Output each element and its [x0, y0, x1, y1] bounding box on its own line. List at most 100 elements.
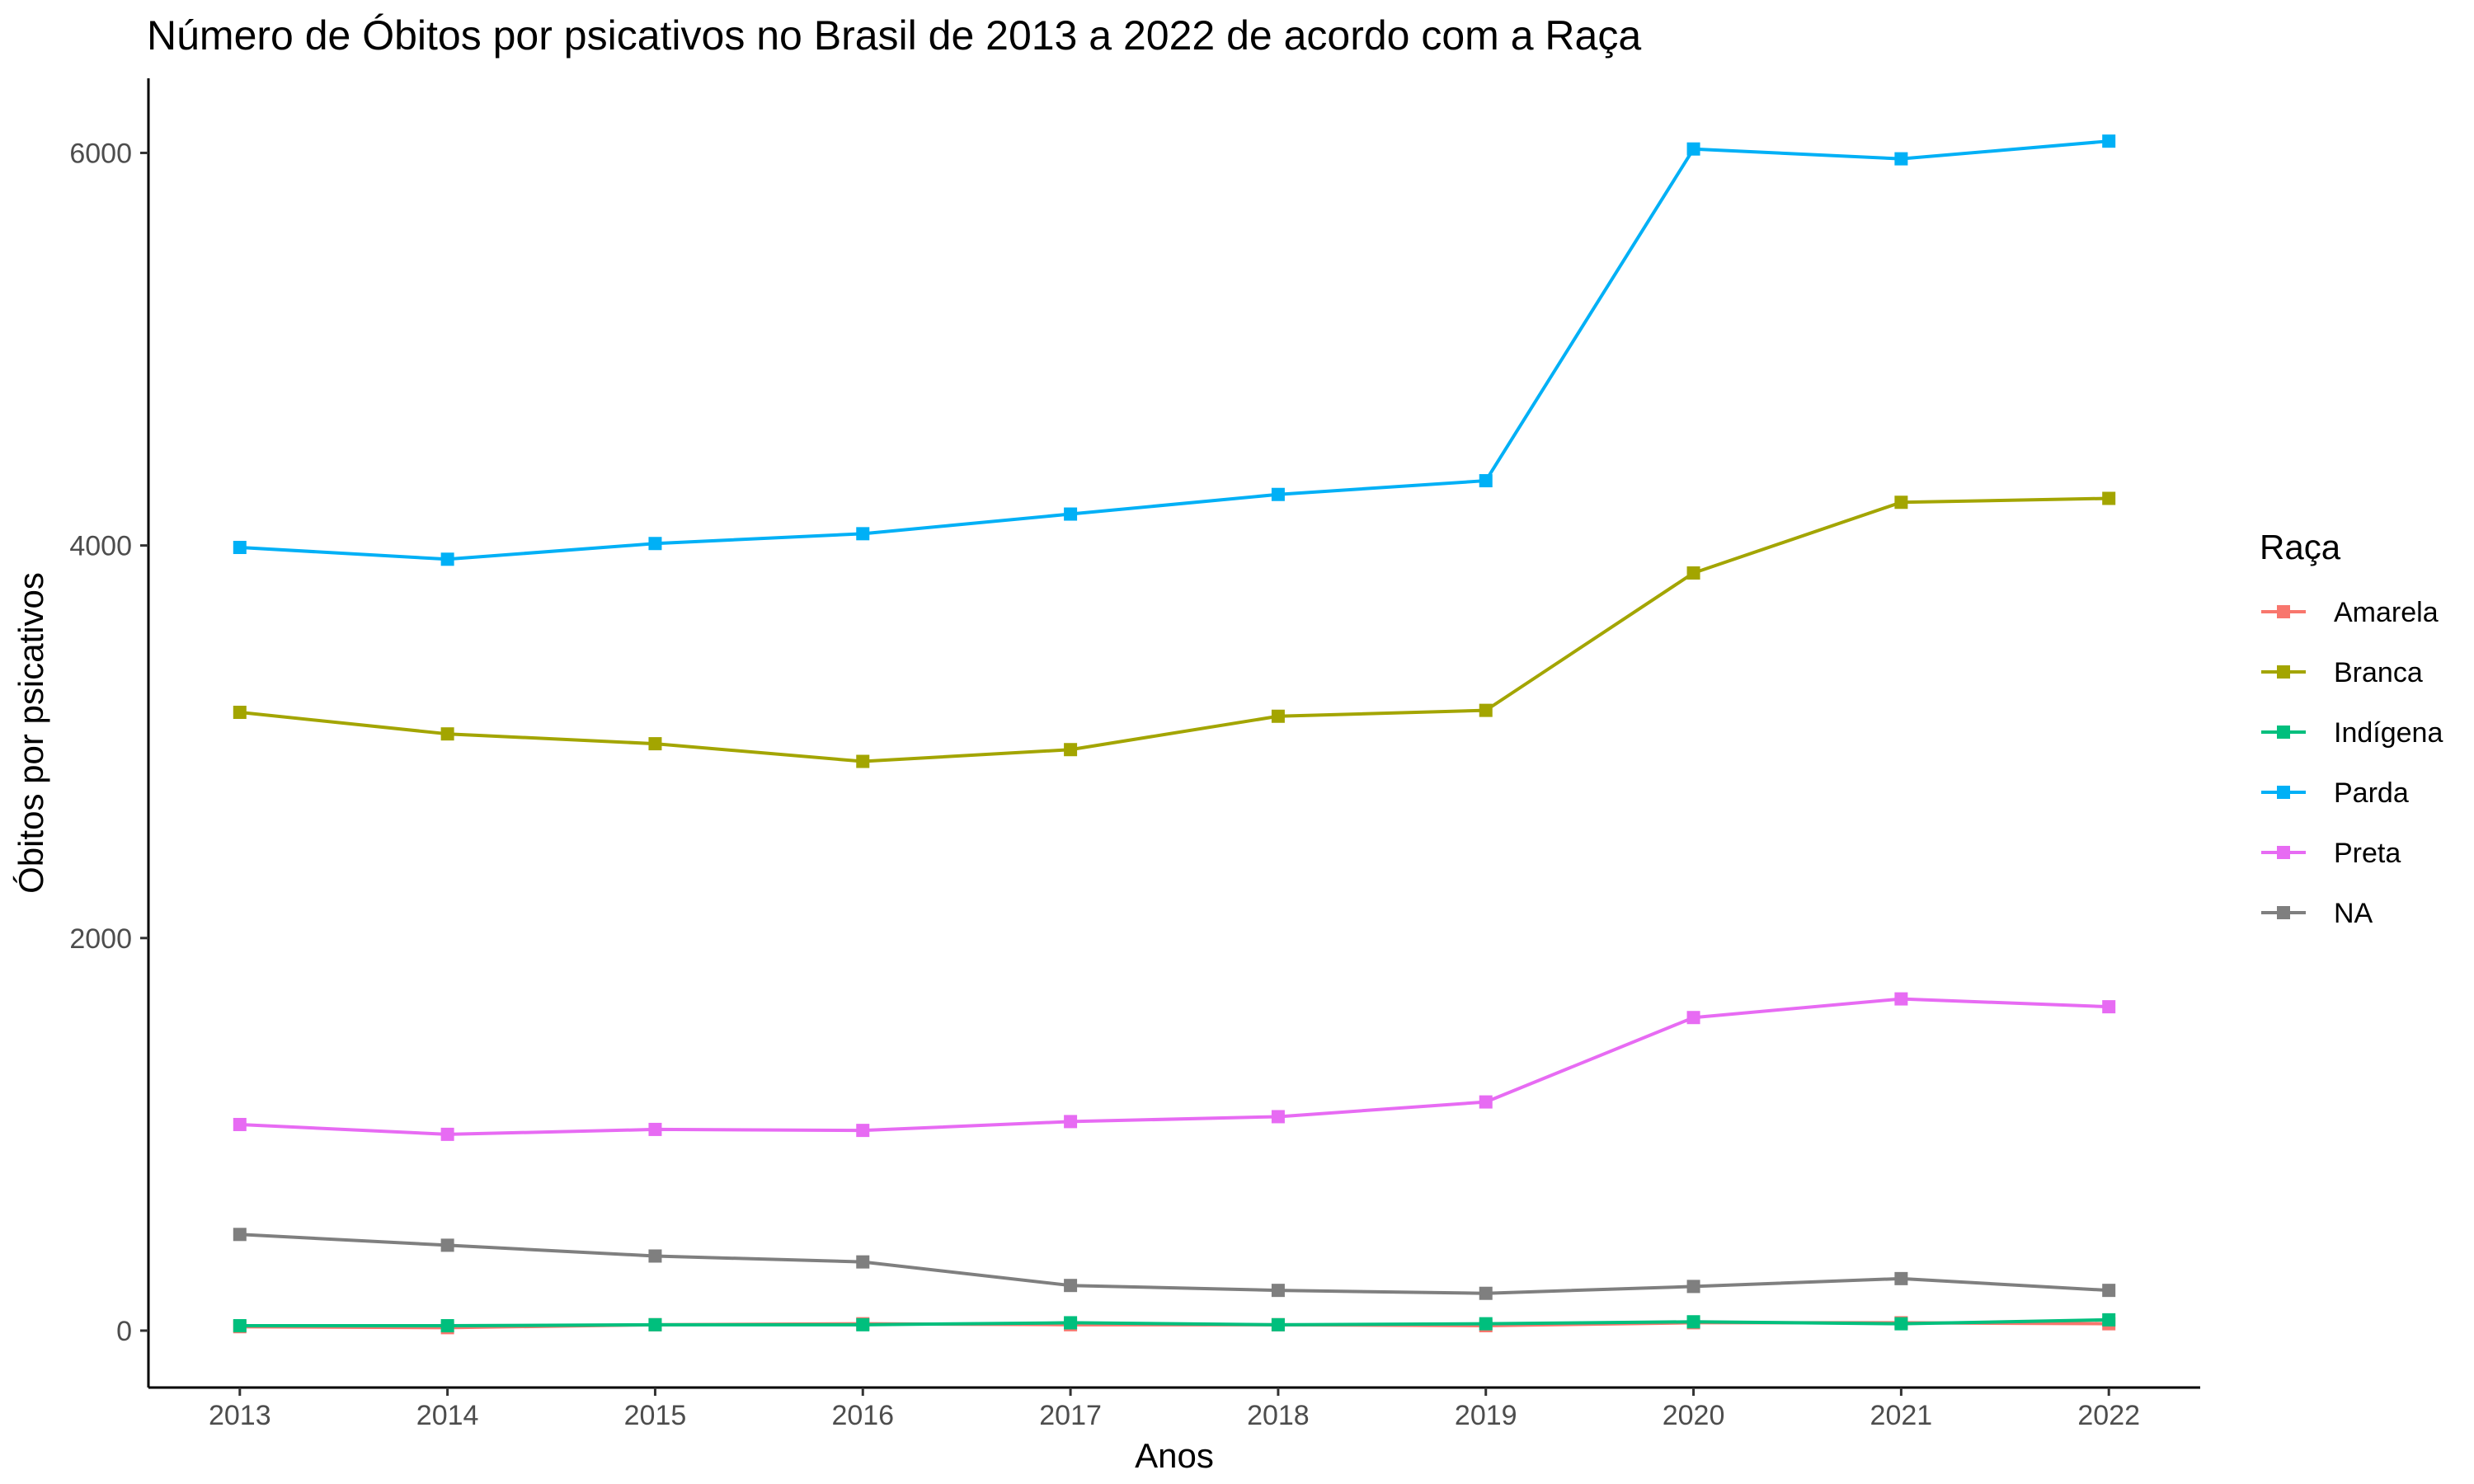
data-point-preta-2017: [1064, 1115, 1078, 1129]
legend-item-na: NA: [2261, 898, 2373, 929]
legend-key-marker: [2277, 605, 2290, 618]
data-point-branca-2022: [2102, 491, 2116, 505]
data-point-na-2022: [2102, 1284, 2116, 1298]
data-point-na-2015: [648, 1249, 662, 1263]
y-tick-label: 0: [116, 1316, 132, 1347]
data-point-branca-2021: [1894, 495, 1908, 510]
series-indigena: [233, 1313, 2116, 1333]
data-point-preta-2013: [233, 1117, 247, 1131]
data-point-preta-2015: [648, 1122, 662, 1136]
data-point-parda-2013: [233, 541, 247, 555]
y-tick-label: 6000: [69, 138, 132, 169]
chart-title: Número de Óbitos por psicativos no Brasi…: [147, 12, 1641, 59]
data-point-branca-2019: [1479, 703, 1493, 717]
series-branca: [233, 491, 2116, 768]
x-tick-label: 2018: [1247, 1400, 1310, 1431]
legend-item-preta: Preta: [2261, 838, 2401, 869]
data-point-na-2014: [440, 1238, 454, 1252]
data-point-na-2021: [1894, 1271, 1908, 1285]
data-point-preta-2014: [440, 1127, 454, 1141]
series-line-indigena: [239, 1317, 2109, 1328]
series-preta: [233, 992, 2116, 1141]
legend-key-marker: [2277, 665, 2290, 679]
data-point-preta-2020: [1686, 1011, 1700, 1025]
data-point-na-2020: [1686, 1280, 1700, 1294]
data-point-parda-2014: [440, 552, 454, 566]
data-point-branca-2013: [233, 706, 247, 720]
legend-label: Branca: [2334, 657, 2423, 688]
data-point-preta-2018: [1271, 1110, 1285, 1124]
data-point-parda-2018: [1271, 487, 1285, 501]
data-point-parda-2019: [1479, 474, 1493, 488]
legend-label: Preta: [2334, 838, 2401, 869]
y-tick-label: 2000: [69, 923, 132, 955]
legend-label: Amarela: [2334, 597, 2439, 628]
data-point-branca-2014: [440, 727, 454, 741]
data-point-preta-2022: [2102, 1000, 2116, 1014]
data-point-indigena-2017: [1064, 1316, 1078, 1330]
x-axis-title: Anos: [1135, 1436, 1214, 1475]
legend-key-marker: [2277, 846, 2290, 859]
series-na: [233, 1228, 2116, 1300]
x-axis-ticks: 2013 2014 2015 2016 2017 2018 2019 2020 2021 2022: [209, 1388, 2140, 1431]
series-parda: [233, 134, 2116, 566]
data-point-branca-2017: [1064, 743, 1078, 757]
data-point-preta-2019: [1479, 1095, 1493, 1109]
legend-key-marker: [2277, 786, 2290, 799]
data-point-indigena-2018: [1271, 1317, 1285, 1331]
data-point-branca-2018: [1271, 709, 1285, 723]
data-point-branca-2015: [648, 737, 662, 751]
data-point-na-2018: [1271, 1284, 1285, 1298]
series-line-branca: [239, 496, 2109, 763]
x-tick-label: 2021: [1870, 1400, 1933, 1431]
series-line-preta: [239, 997, 2109, 1136]
legend-key-marker: [2277, 906, 2290, 919]
data-point-indigena-2016: [856, 1317, 870, 1331]
legend-label: Indígena: [2334, 717, 2443, 749]
legend-item-parda: Parda: [2261, 777, 2409, 809]
y-axis-title: Óbitos por psicativos: [12, 572, 50, 894]
data-point-parda-2020: [1686, 142, 1700, 156]
data-point-branca-2020: [1686, 566, 1700, 580]
x-tick-label: 2020: [1663, 1400, 1725, 1431]
data-point-parda-2015: [648, 537, 662, 551]
data-point-parda-2016: [856, 527, 870, 541]
data-point-preta-2016: [856, 1124, 870, 1138]
data-point-branca-2016: [856, 754, 870, 768]
x-tick-label: 2014: [416, 1400, 479, 1431]
data-point-na-2019: [1479, 1286, 1493, 1300]
y-tick-label: 4000: [69, 531, 132, 562]
data-point-indigena-2022: [2102, 1313, 2116, 1327]
data-point-indigena-2015: [648, 1317, 662, 1331]
legend-title: Raça: [2260, 528, 2341, 566]
legend-items: Amarela Branca Indígena Parda Preta NA: [2261, 597, 2443, 929]
data-point-na-2017: [1064, 1279, 1078, 1293]
data-point-indigena-2013: [233, 1319, 247, 1333]
legend: Raça Amarela Branca Indígena Parda Preta NA: [2260, 528, 2443, 929]
data-point-indigena-2014: [440, 1319, 454, 1333]
x-tick-label: 2017: [1039, 1400, 1102, 1431]
legend-item-branca: Branca: [2261, 657, 2423, 688]
y-axis-ticks: 0 2000 4000 6000: [69, 138, 148, 1347]
legend-label: NA: [2334, 898, 2373, 929]
legend-label: Parda: [2334, 777, 2409, 809]
data-point-parda-2022: [2102, 134, 2116, 148]
legend-key-marker: [2277, 726, 2290, 739]
x-tick-label: 2019: [1455, 1400, 1517, 1431]
legend-item-indigena: Indígena: [2261, 717, 2443, 749]
x-tick-label: 2015: [624, 1400, 687, 1431]
data-point-parda-2021: [1894, 152, 1908, 166]
series-line-parda: [239, 139, 2109, 561]
data-point-na-2016: [856, 1255, 870, 1269]
data-point-na-2013: [233, 1228, 247, 1242]
data-point-parda-2017: [1064, 507, 1078, 521]
x-tick-label: 2022: [2077, 1400, 2140, 1431]
data-point-indigena-2021: [1894, 1317, 1908, 1331]
series-line-na: [239, 1233, 2109, 1295]
data-point-indigena-2020: [1686, 1315, 1700, 1329]
legend-item-amarela: Amarela: [2261, 597, 2439, 628]
data-point-preta-2021: [1894, 992, 1908, 1006]
x-tick-label: 2013: [209, 1400, 271, 1431]
